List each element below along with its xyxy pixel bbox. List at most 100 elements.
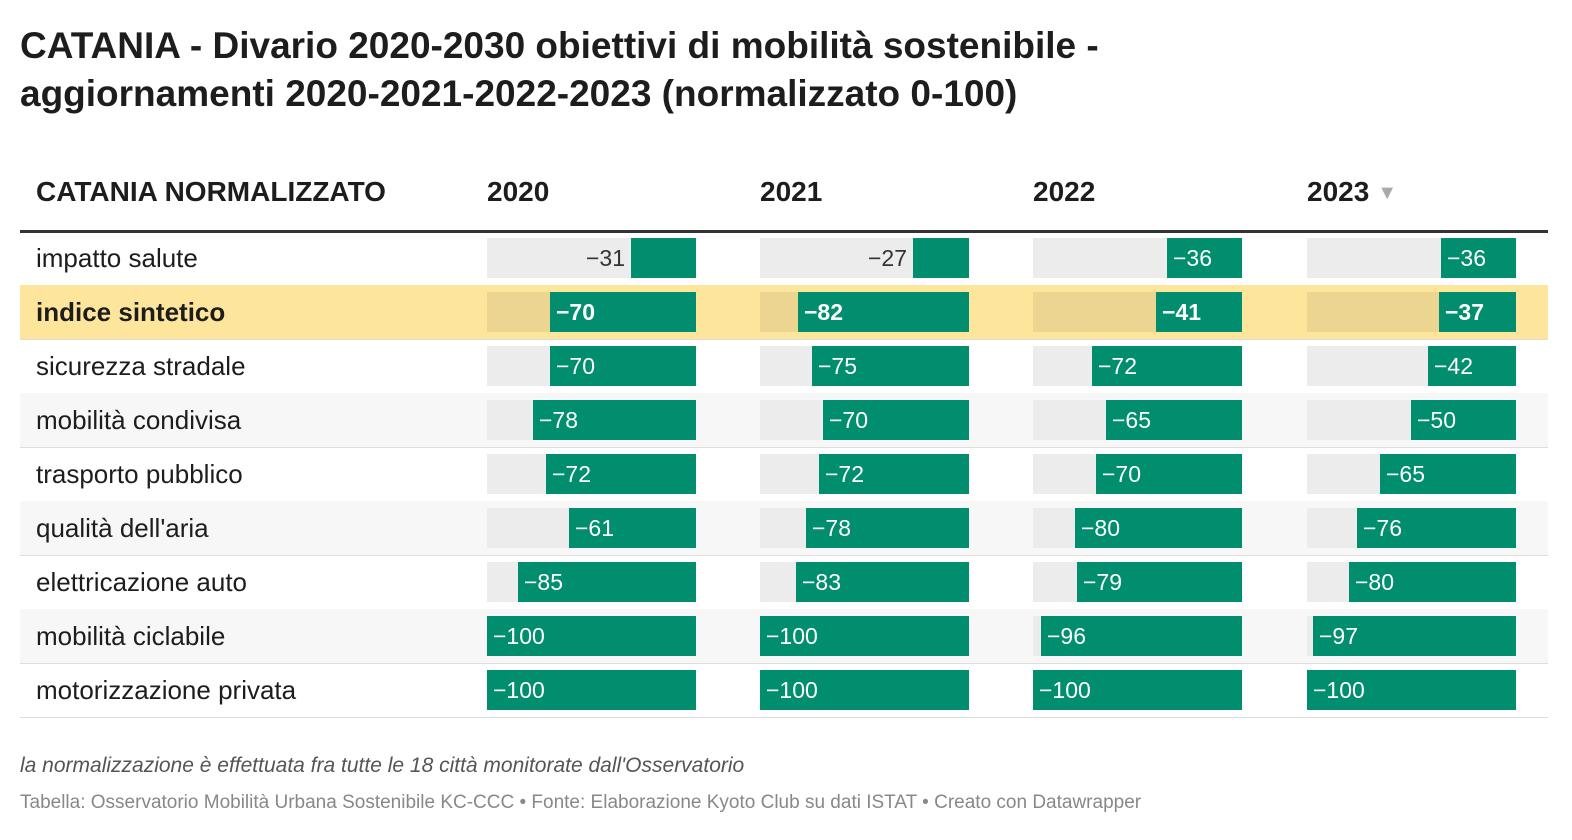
bar xyxy=(1439,292,1516,332)
bar xyxy=(1428,346,1516,386)
bar-value-label: −100 xyxy=(766,677,818,703)
bar-cell: −100 xyxy=(487,670,696,710)
bar-value-label: −78 xyxy=(539,407,579,433)
bar-cell: −100 xyxy=(760,616,969,656)
bar xyxy=(798,292,969,332)
bar xyxy=(631,238,696,278)
bar-cell: −97 xyxy=(1307,616,1516,656)
bar-value-label: −97 xyxy=(1319,623,1359,649)
bar-cell: −80 xyxy=(1033,508,1242,548)
header-year-2020[interactable]: 2020 xyxy=(487,176,550,207)
bar xyxy=(550,346,696,386)
bar xyxy=(1041,616,1242,656)
table-row: impatto salute −31 −27 −36 −36 xyxy=(20,231,1548,286)
bar-value-label: −72 xyxy=(1098,353,1138,379)
bar xyxy=(913,238,969,278)
bar-value-label: −100 xyxy=(493,677,545,703)
table-row: indice sintetico −70 −82 −41 −37 xyxy=(20,285,1548,340)
bar-cell: −72 xyxy=(487,454,696,494)
table-row: mobilità condivisa −78 −70 −65 −50 xyxy=(20,393,1548,448)
bar xyxy=(569,508,696,548)
header-year-2022[interactable]: 2022 xyxy=(1033,176,1096,207)
bar-value-label: −83 xyxy=(802,569,842,595)
bar-cell: −72 xyxy=(1033,346,1242,386)
bar-cell: −75 xyxy=(760,346,969,386)
bar-value-label: −82 xyxy=(804,299,844,325)
table-row: motorizzazione privata −100 −100 −100 −100 xyxy=(20,663,1548,718)
bar-value-label: −41 xyxy=(1162,299,1202,325)
header-year-2021[interactable]: 2021 xyxy=(760,176,823,207)
bar-value-label: −27 xyxy=(867,245,907,271)
header-year-2023[interactable]: 2023 ▼ xyxy=(1307,176,1397,208)
bar-cell: −41 xyxy=(1033,292,1242,332)
bar-value-label: −100 xyxy=(1313,677,1365,703)
bar xyxy=(1357,508,1516,548)
bar xyxy=(1411,400,1516,440)
bar-cell: −70 xyxy=(487,292,696,332)
bar-value-label: −65 xyxy=(1386,461,1426,487)
bar-cell: −65 xyxy=(1307,454,1516,494)
table-header: CATANIA NORMALIZZATO 2020 2021 2022 2023… xyxy=(20,170,1548,233)
bar xyxy=(1096,454,1242,494)
bar-cell: −100 xyxy=(760,670,969,710)
bar-cell: −78 xyxy=(487,400,696,440)
bar-cell: −76 xyxy=(1307,508,1516,548)
bar xyxy=(1077,562,1242,602)
table-row: sicurezza stradale −70 −75 −72 −42 xyxy=(20,339,1548,394)
bar-cell: −100 xyxy=(487,616,696,656)
bar-value-label: −72 xyxy=(825,461,865,487)
row-label: impatto salute xyxy=(36,243,198,273)
bar xyxy=(1307,670,1516,710)
bar-value-label: −36 xyxy=(1173,245,1213,271)
bar xyxy=(760,670,969,710)
bar-cell: −78 xyxy=(760,508,969,548)
bar-value-label: −80 xyxy=(1355,569,1395,595)
bar xyxy=(1033,670,1242,710)
bar-cell: −96 xyxy=(1033,616,1242,656)
bar xyxy=(518,562,696,602)
bar xyxy=(487,670,696,710)
bar-value-label: −65 xyxy=(1112,407,1152,433)
bar-cell: −70 xyxy=(1033,454,1242,494)
bar-value-label: −50 xyxy=(1417,407,1457,433)
chart-title-line-2: aggiornamenti 2020-2021-2022-2023 (norma… xyxy=(20,73,1018,114)
bar-cell: −27 xyxy=(760,238,969,278)
row-label: mobilità ciclabile xyxy=(36,621,226,651)
bar-cell: −36 xyxy=(1307,238,1516,278)
row-label: trasporto pubblico xyxy=(36,459,243,489)
bar-value-label: −85 xyxy=(524,569,564,595)
bar-value-label: −100 xyxy=(1039,677,1091,703)
bar-value-label: −31 xyxy=(585,245,625,271)
bar-value-label: −100 xyxy=(493,623,545,649)
bar-value-label: −100 xyxy=(766,623,818,649)
header-year-2023-label: 2023 xyxy=(1307,176,1370,207)
bar-value-label: −70 xyxy=(556,299,596,325)
bar-cell: −100 xyxy=(1033,670,1242,710)
bar xyxy=(533,400,696,440)
bar xyxy=(796,562,969,602)
bar xyxy=(550,292,696,332)
footer-note: la normalizzazione è effettuata fra tutt… xyxy=(20,754,745,777)
footer-source: Tabella: Osservatorio Mobilità Urbana So… xyxy=(20,792,1142,813)
bar-value-label: −70 xyxy=(556,353,596,379)
chart-title: CATANIA - Divario 2020-2030 obiettivi di… xyxy=(20,22,1550,118)
bar xyxy=(1156,292,1242,332)
table-row: qualità dell'aria −61 −78 −80 −76 xyxy=(20,501,1548,556)
bar-value-label: −61 xyxy=(575,515,615,541)
bar xyxy=(546,454,696,494)
bar-cell: −83 xyxy=(760,562,969,602)
bar-cell: −85 xyxy=(487,562,696,602)
bar-cell: −31 xyxy=(487,238,696,278)
bar-value-label: −75 xyxy=(818,353,858,379)
bar-cell: −100 xyxy=(1307,670,1516,710)
bar-cell: −37 xyxy=(1307,292,1516,332)
bar xyxy=(487,616,696,656)
bar xyxy=(1167,238,1242,278)
bar-cell: −42 xyxy=(1307,346,1516,386)
bar-cell: −70 xyxy=(760,400,969,440)
bar-cell: −50 xyxy=(1307,400,1516,440)
row-label: mobilità condivisa xyxy=(36,405,242,435)
header-label-column[interactable]: CATANIA NORMALIZZATO xyxy=(36,176,386,207)
bar xyxy=(1380,454,1516,494)
bar-cell: −36 xyxy=(1033,238,1242,278)
